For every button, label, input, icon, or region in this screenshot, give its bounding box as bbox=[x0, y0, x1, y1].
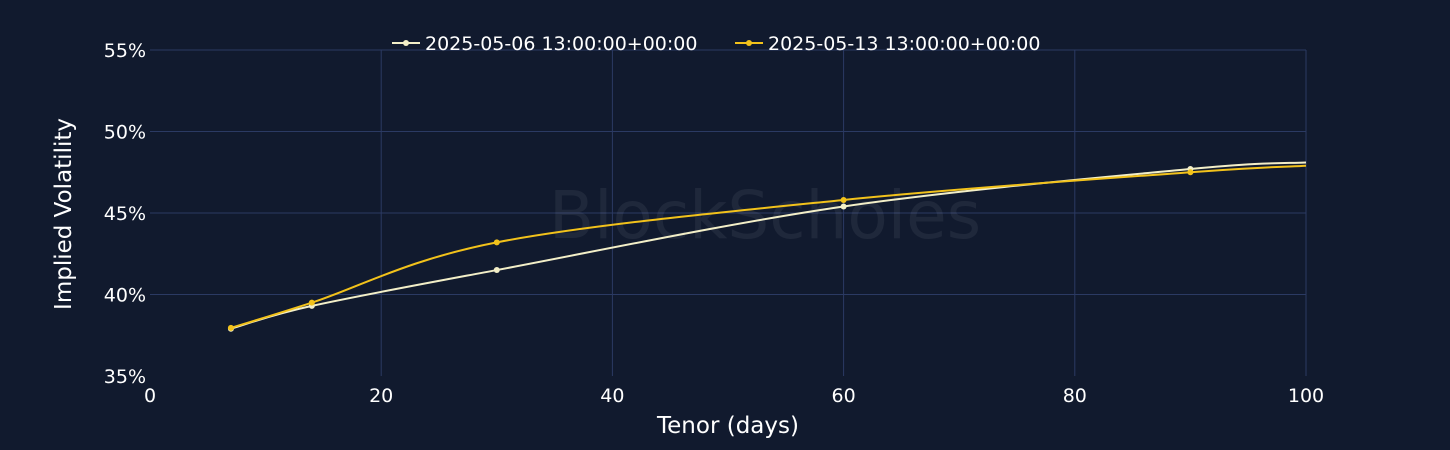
data-point bbox=[493, 267, 500, 274]
y-tick-label: 50% bbox=[104, 122, 146, 144]
legend-label: 2025-05-13 13:00:00+00:00 bbox=[768, 33, 1040, 55]
y-axis-ticks: 35% 40% 45% 50% 55% bbox=[104, 40, 146, 388]
series-2 bbox=[227, 164, 1307, 331]
series-layer bbox=[227, 161, 1307, 332]
legend-label: 2025-05-06 13:00:00+00:00 bbox=[425, 33, 697, 55]
x-tick-label: 0 bbox=[144, 385, 156, 407]
data-point bbox=[308, 299, 315, 306]
x-tick-label: 20 bbox=[369, 385, 393, 407]
y-tick-label: 45% bbox=[104, 203, 146, 225]
x-tick-label: 80 bbox=[1063, 385, 1087, 407]
legend-swatch-marker bbox=[403, 40, 409, 46]
data-point bbox=[840, 203, 847, 210]
data-point bbox=[840, 196, 847, 203]
y-tick-label: 35% bbox=[104, 366, 146, 388]
x-axis-ticks: 0 20 40 60 80 100 bbox=[144, 385, 1324, 407]
data-point bbox=[493, 239, 500, 246]
y-axis-title: Implied Volatility bbox=[51, 118, 77, 310]
x-tick-label: 60 bbox=[832, 385, 856, 407]
y-tick-label: 40% bbox=[104, 285, 146, 307]
legend-item: 2025-05-06 13:00:00+00:00 bbox=[392, 33, 697, 55]
watermark-logo: BlockScholes bbox=[549, 177, 981, 254]
x-axis-title: Tenor (days) bbox=[656, 413, 799, 439]
x-tick-label: 40 bbox=[600, 385, 624, 407]
grid bbox=[150, 49, 1307, 376]
legend-item: 2025-05-13 13:00:00+00:00 bbox=[735, 33, 1040, 55]
data-point bbox=[227, 324, 234, 331]
legend-swatch-marker bbox=[746, 40, 752, 46]
data-point bbox=[1187, 169, 1194, 176]
legend: 2025-05-06 13:00:00+00:00 2025-05-13 13:0… bbox=[392, 33, 1040, 55]
x-tick-label: 100 bbox=[1288, 385, 1324, 407]
y-tick-label: 55% bbox=[104, 40, 146, 62]
